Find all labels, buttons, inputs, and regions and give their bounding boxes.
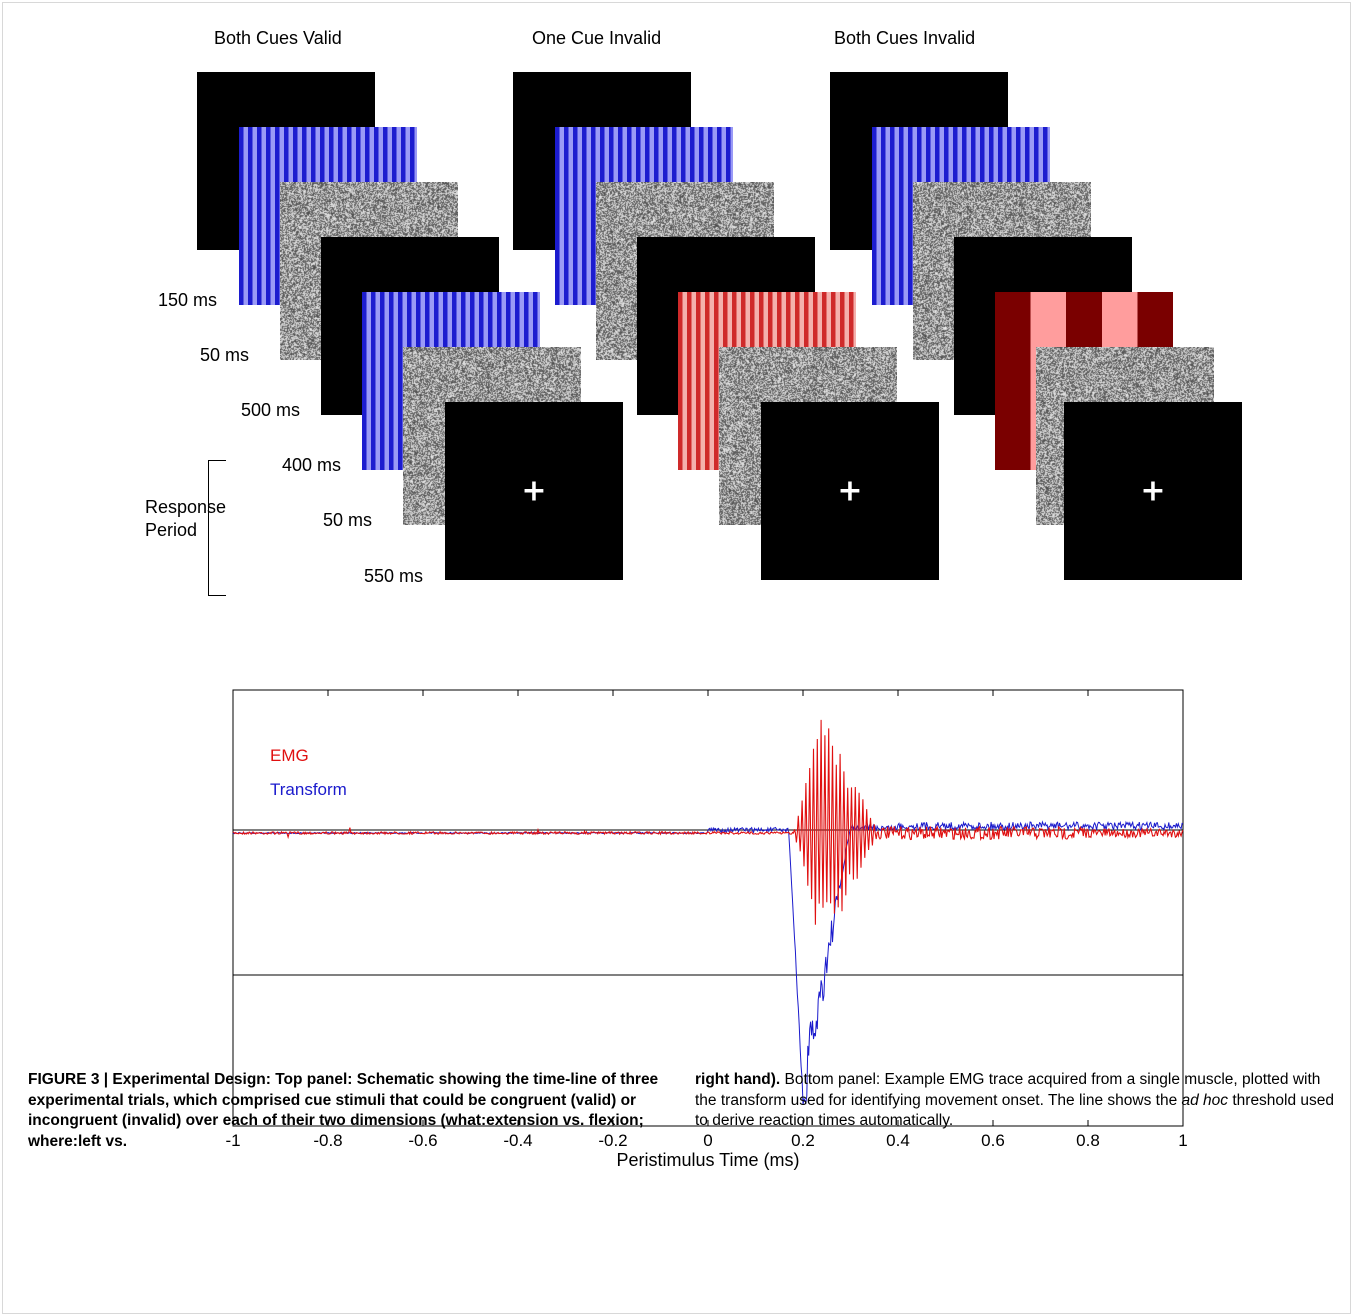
response-period-bracket <box>208 460 226 596</box>
duration-label: 500 ms <box>241 400 300 421</box>
response-period-label-line2: Period <box>145 520 197 541</box>
caption-italic-part: ad hoc <box>1182 1092 1229 1109</box>
x-tick-label: 0.2 <box>791 1131 815 1150</box>
fixation-screen: + <box>1064 402 1242 580</box>
legend-emg: EMG <box>270 746 309 765</box>
x-tick-label: 0.8 <box>1076 1131 1100 1150</box>
response-period-label-line1: Response <box>145 497 226 518</box>
plot-area <box>233 690 1183 1126</box>
x-tick-label: 0 <box>703 1131 712 1150</box>
fixation-cross: + <box>837 474 862 509</box>
duration-label: 550 ms <box>364 566 423 587</box>
caption-bold-part: right hand). <box>695 1071 780 1088</box>
duration-label: 150 ms <box>158 290 217 311</box>
fixation-screen: + <box>761 402 939 580</box>
figure-caption-left: FIGURE 3 | Experimental Design: Top pane… <box>28 1070 668 1152</box>
x-tick-label: 0.6 <box>981 1131 1005 1150</box>
x-tick-label: 0.4 <box>886 1131 910 1150</box>
x-axis-label: Peristimulus Time (ms) <box>616 1150 799 1170</box>
condition-title-one-invalid: One Cue Invalid <box>532 28 661 49</box>
legend-transform: Transform <box>270 780 347 799</box>
duration-label: 50 ms <box>323 510 372 531</box>
duration-label: 50 ms <box>200 345 249 366</box>
fixation-cross: + <box>1140 474 1165 509</box>
figure-caption-right: right hand). Bottom panel: Example EMG t… <box>695 1070 1335 1132</box>
condition-title-both-invalid: Both Cues Invalid <box>834 28 975 49</box>
duration-label: 400 ms <box>282 455 341 476</box>
fixation-screen: + <box>445 402 623 580</box>
x-tick-label: 1 <box>1178 1131 1187 1150</box>
fixation-cross: + <box>521 474 546 509</box>
condition-title-valid: Both Cues Valid <box>214 28 342 49</box>
